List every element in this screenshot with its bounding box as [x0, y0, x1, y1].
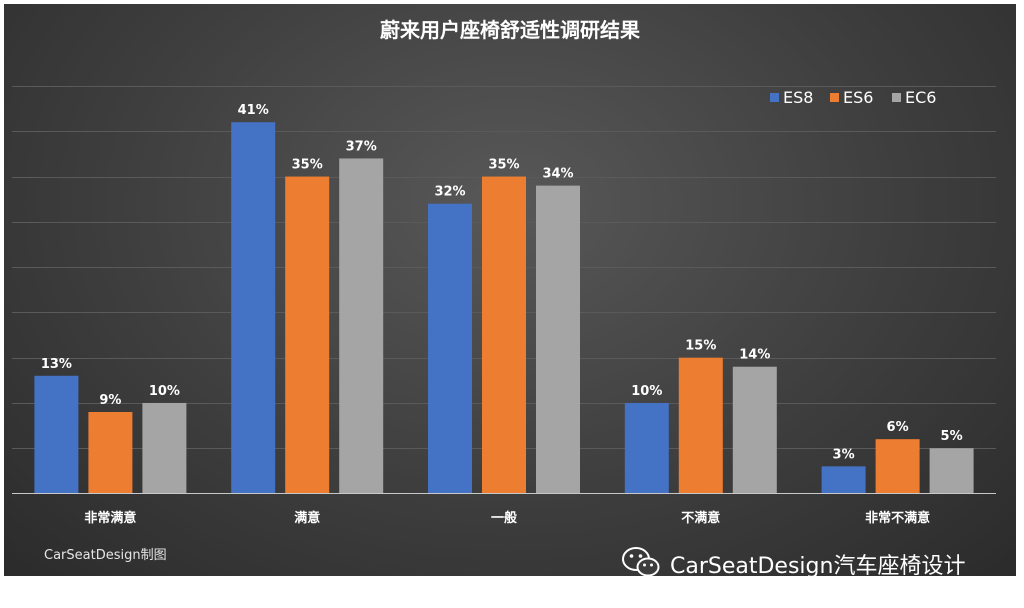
legend-swatch-es8	[770, 93, 779, 102]
data-label: 3%	[833, 447, 855, 462]
x-tick-labels: 非常满意 满意 一般 不满意 非常不满意	[84, 510, 930, 526]
x-tick-label: 满意	[294, 510, 320, 526]
wechat-icon	[620, 545, 662, 583]
x-tick-label: 非常满意	[84, 510, 136, 526]
bar-es6-1	[285, 176, 330, 494]
bar-es6-3	[678, 357, 723, 494]
x-tick-label: 非常不满意	[865, 510, 930, 526]
bars	[34, 122, 974, 494]
watermark-text: CarSeatDesign汽车座椅设计	[670, 554, 966, 579]
data-label: 15%	[685, 339, 716, 354]
legend-label-es6: ES6	[843, 88, 873, 107]
data-label: 37%	[346, 139, 377, 154]
data-label: 13%	[41, 357, 72, 372]
bar-ec6-3	[732, 366, 777, 494]
chart-panel: 蔚来用户座椅舒适性调研结果 13% 9% 10% 41% 35% 37% 32% 35% 34%…	[4, 4, 1016, 579]
bar-es6-4	[875, 439, 920, 494]
data-label: 32%	[434, 185, 465, 200]
bar-es6-2	[482, 176, 526, 494]
bar-es8-2	[428, 203, 472, 494]
bar-es8-0	[34, 375, 79, 494]
legend-swatch-es6	[830, 93, 839, 102]
bar-es8-3	[624, 402, 669, 494]
bar-es8-4	[821, 466, 866, 494]
legend-swatch-ec6	[892, 93, 901, 102]
bar-ec6-1	[339, 158, 384, 494]
legend-label-es8: ES8	[783, 88, 813, 107]
data-label: 14%	[739, 348, 770, 363]
data-labels: 13% 9% 10% 41% 35% 37% 32% 35% 34% 10% 15% 14% 3% 6% 5…	[41, 103, 963, 462]
data-label: 34%	[542, 167, 573, 182]
x-tick-label: 一般	[491, 510, 517, 526]
bar-es8-1	[231, 122, 276, 494]
bar-chart: 蔚来用户座椅舒适性调研结果 13% 9% 10% 41% 35% 37% 32% 35% 34%…	[12, 18, 996, 526]
bar-ec6-0	[142, 402, 187, 494]
watermark: CarSeatDesign汽车座椅设计	[620, 544, 965, 584]
data-label: 9%	[99, 393, 121, 408]
x-tick-label: 不满意	[681, 510, 720, 526]
data-label: 35%	[488, 158, 519, 173]
chart-title: 蔚来用户座椅舒适性调研结果	[380, 18, 640, 42]
legend-label-ec6: EC6	[905, 88, 936, 107]
bar-es6-0	[88, 412, 133, 494]
data-label: 6%	[887, 420, 909, 435]
data-label: 5%	[941, 429, 963, 444]
bar-ec6-4	[929, 448, 974, 494]
legend: ES8 ES6 EC6	[770, 88, 936, 107]
data-label: 10%	[631, 384, 662, 399]
data-label: 41%	[238, 103, 269, 118]
bar-ec6-2	[536, 185, 580, 494]
data-label: 10%	[149, 384, 180, 399]
footer-credit: CarSeatDesign制图	[44, 548, 167, 563]
page-margin	[0, 580, 1024, 608]
data-label: 35%	[292, 158, 323, 173]
